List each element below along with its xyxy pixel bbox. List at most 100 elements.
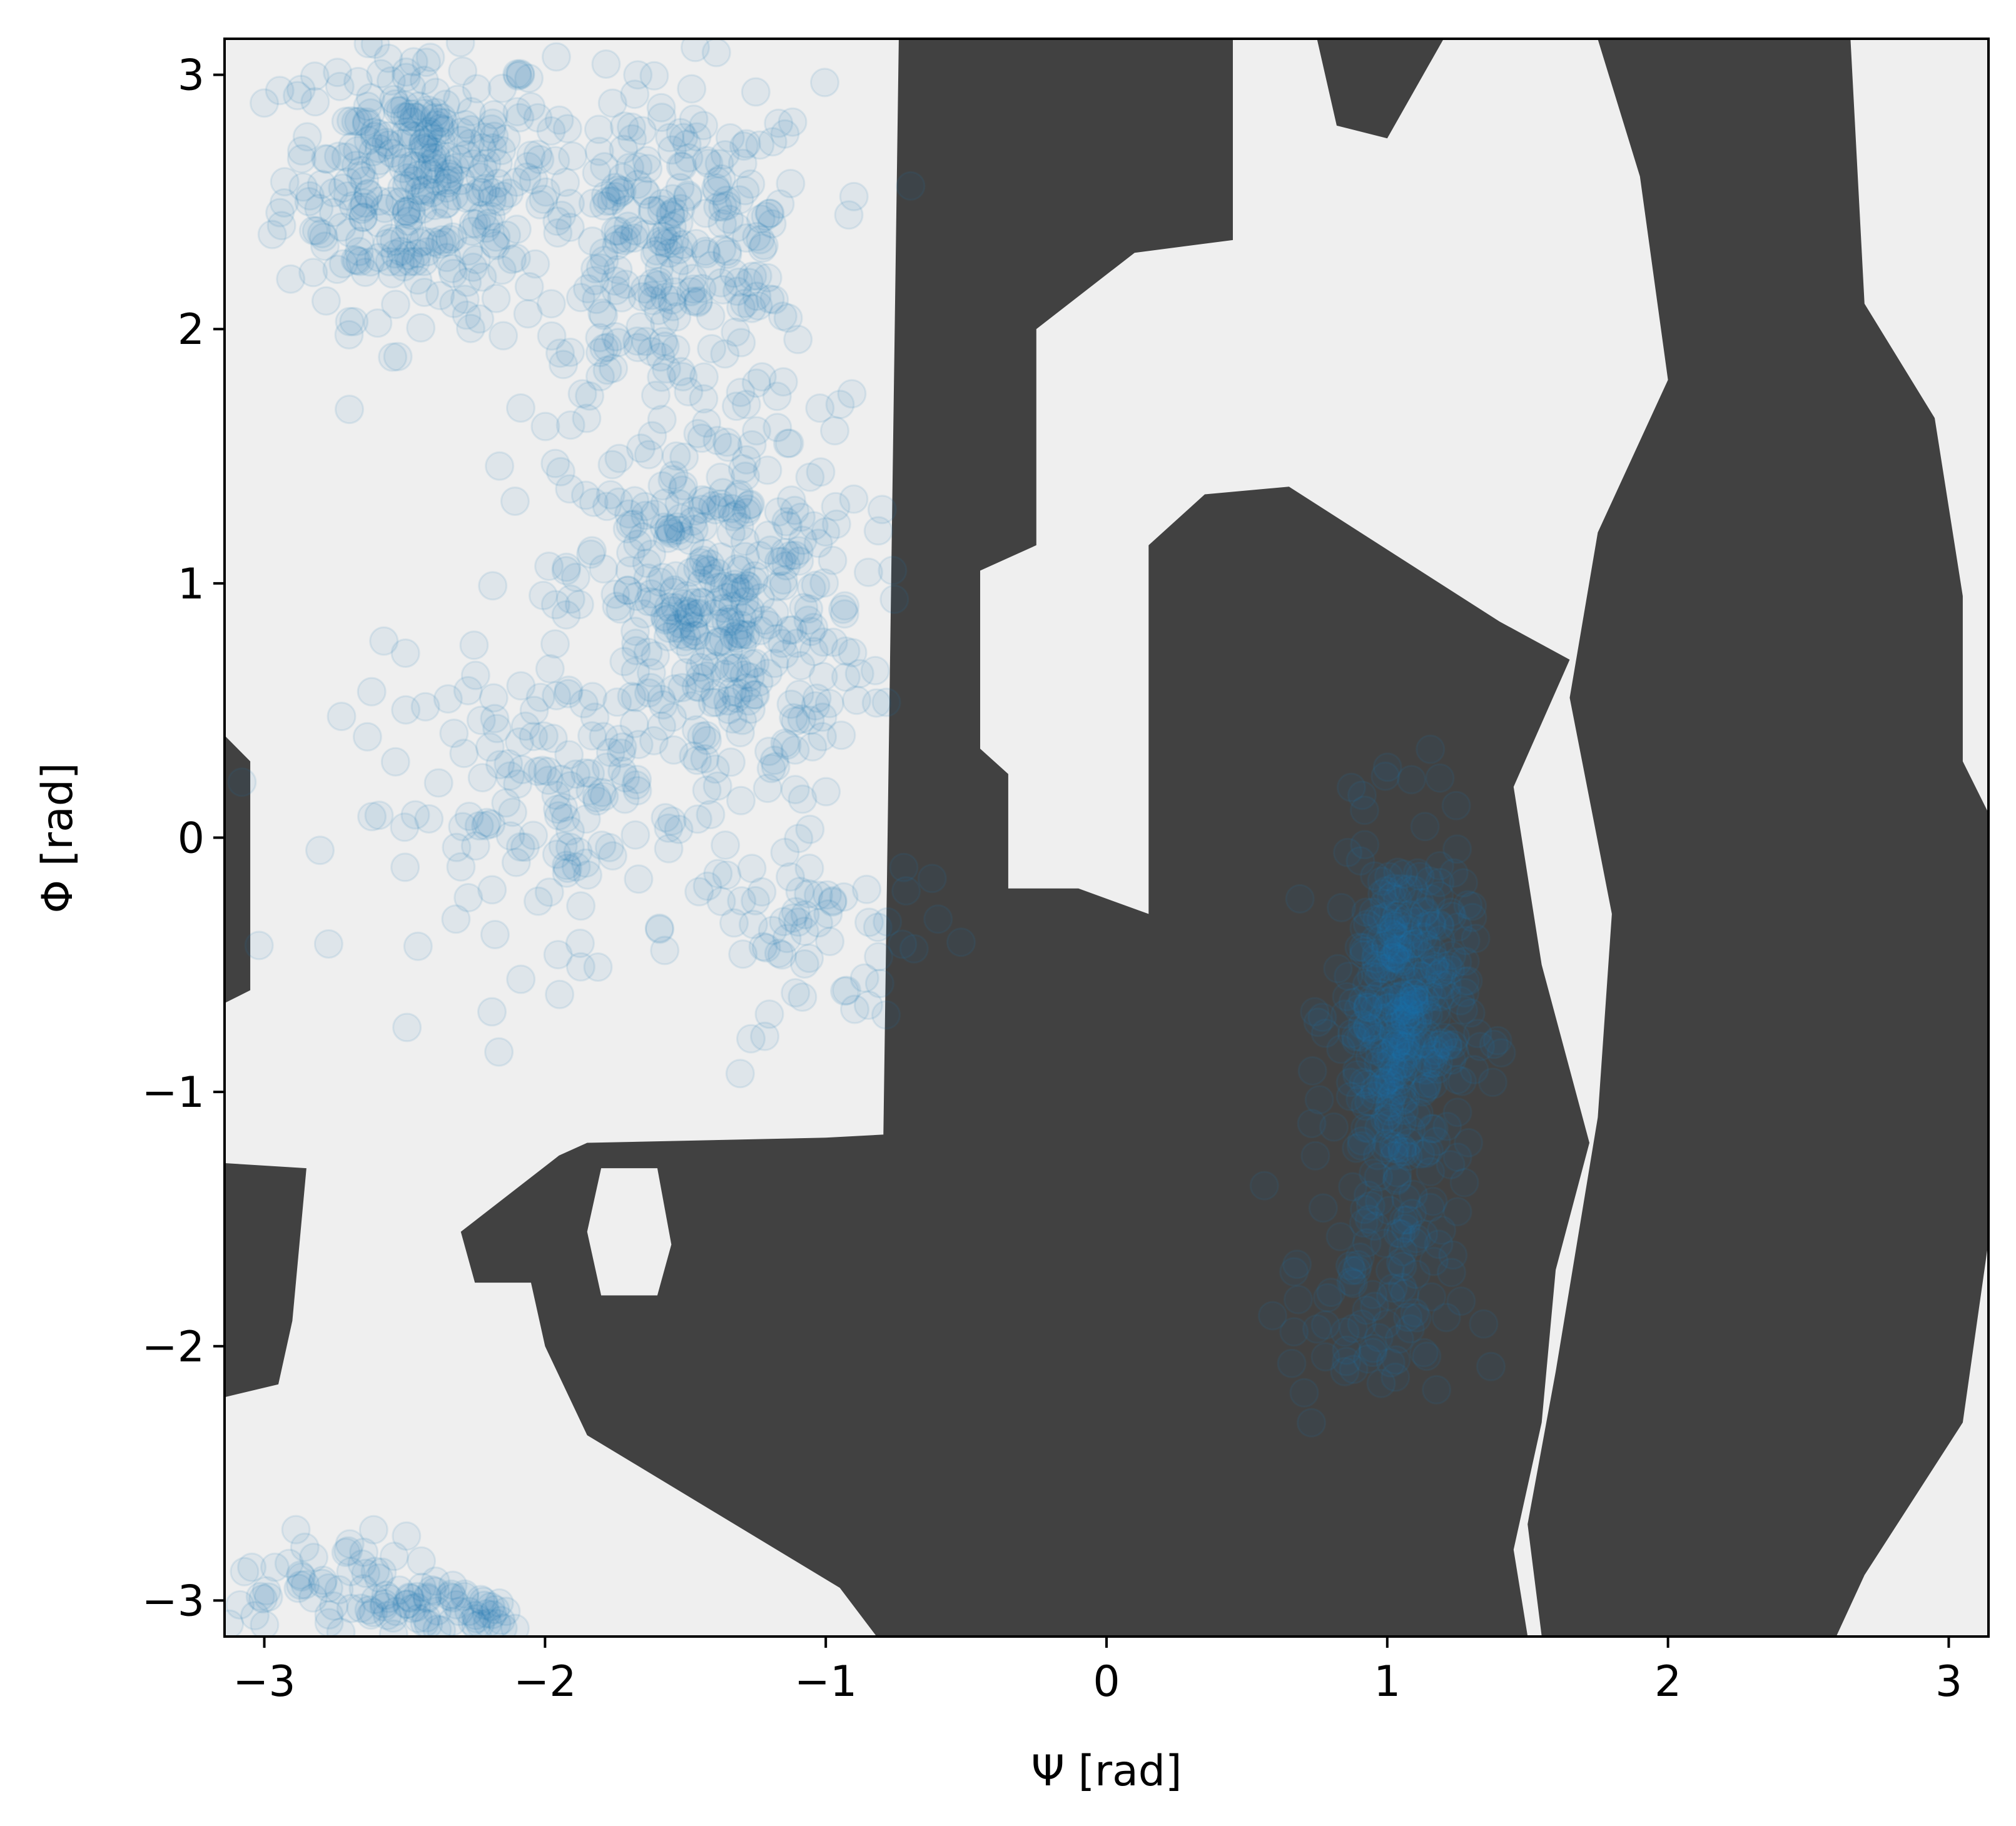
scatter-point (1391, 1184, 1421, 1214)
scatter-point (1358, 1333, 1388, 1363)
scatter-point (395, 1583, 425, 1613)
scatter-point (1394, 933, 1424, 962)
scatter-point (604, 487, 634, 517)
scatter-point (1427, 957, 1457, 987)
scatter-point (878, 555, 908, 585)
scatter-point (607, 163, 637, 193)
scatter-point (1396, 1115, 1426, 1145)
scatter-point (347, 156, 377, 186)
scatter-point (1420, 1040, 1450, 1070)
scatter-point (1417, 1282, 1447, 1312)
scatter-point (1393, 966, 1422, 996)
scatter-point (1390, 1004, 1421, 1034)
scatter-point (356, 98, 386, 128)
scatter-point (680, 617, 709, 646)
scatter-point (801, 691, 831, 721)
scatter-point (839, 181, 869, 211)
scatter-point (494, 749, 524, 779)
scatter-point (801, 570, 831, 600)
scatter-point (1446, 986, 1476, 1016)
scatter-point (694, 148, 724, 178)
scatter-point (730, 288, 759, 318)
scatter-point (1429, 1022, 1459, 1052)
scatter-point (391, 117, 421, 147)
scatter-point (510, 832, 540, 862)
scatter-point (752, 774, 783, 804)
scatter-point (357, 802, 387, 832)
scatter-point (1332, 982, 1362, 1012)
scatter-point (1387, 1049, 1417, 1079)
scatter-point (605, 178, 636, 208)
scatter-point (525, 144, 555, 174)
scatter-point (1347, 1126, 1377, 1156)
scatter-point (1297, 1056, 1327, 1086)
scatter-point (726, 378, 756, 407)
scatter-point (1349, 1067, 1379, 1097)
scatter-point (340, 245, 370, 275)
scatter-point (1447, 1066, 1477, 1096)
scatter-point (1374, 1196, 1404, 1226)
scatter-point (1421, 946, 1451, 976)
scatter-point (501, 243, 531, 273)
scatter-point (1410, 896, 1440, 926)
scatter-point (1411, 1138, 1441, 1168)
scatter-point (756, 535, 785, 565)
scatter-point (1310, 1310, 1340, 1340)
scatter-point (750, 1021, 780, 1051)
scatter-point (266, 211, 296, 241)
scatter-point (339, 306, 369, 336)
scatter-point (417, 178, 447, 208)
scatter-point (545, 979, 575, 1009)
scatter-point (1356, 1019, 1386, 1049)
scatter-point (374, 130, 404, 160)
scatter-point (385, 1575, 414, 1605)
scatter-point (808, 627, 838, 657)
scatter-point (484, 1588, 514, 1618)
scatter-point (621, 770, 651, 800)
scatter-point (555, 188, 585, 218)
forbidden-region (460, 39, 1590, 1637)
scatter-point (1388, 1237, 1418, 1267)
scatter-point (523, 103, 553, 133)
scatter-point (798, 732, 828, 762)
scatter-point (1412, 1044, 1442, 1074)
scatter-point (1364, 979, 1394, 1009)
scatter-point (563, 837, 593, 867)
scatter-point (1345, 1242, 1375, 1272)
scatter-point (418, 227, 448, 257)
scatter-point (628, 522, 658, 552)
scatter-point (647, 103, 677, 133)
scatter-point (1442, 947, 1472, 977)
scatter-point (1379, 966, 1409, 996)
scatter-point (552, 552, 582, 582)
scatter-point (549, 350, 579, 380)
scatter-point (686, 548, 716, 578)
scatter-point (744, 667, 774, 697)
scatter-point (402, 151, 432, 181)
scatter-point (1425, 959, 1454, 989)
scatter-point (1357, 961, 1386, 991)
scatter-point (1350, 1113, 1380, 1143)
scatter-point (1352, 1228, 1382, 1258)
scatter-point (347, 194, 377, 224)
scatter-point (1364, 1112, 1394, 1143)
scatter-point (621, 628, 651, 658)
scatter-point (720, 569, 750, 599)
scatter-point (505, 59, 535, 89)
scatter-point (433, 684, 463, 714)
scatter-point (652, 523, 682, 553)
scatter-point (725, 620, 755, 650)
scatter-point (1313, 1283, 1343, 1313)
scatter-point (692, 661, 722, 691)
scatter-point (570, 758, 600, 788)
scatter-point (1387, 1060, 1417, 1090)
scatter-point (600, 216, 631, 246)
scatter-point (742, 281, 772, 311)
scatter-point (1414, 1136, 1444, 1166)
scatter-point (692, 871, 722, 901)
scatter-point (715, 123, 745, 153)
scatter-point (360, 39, 390, 59)
scatter-point (818, 885, 848, 916)
scatter-point (709, 593, 739, 623)
scatter-point (636, 579, 666, 609)
